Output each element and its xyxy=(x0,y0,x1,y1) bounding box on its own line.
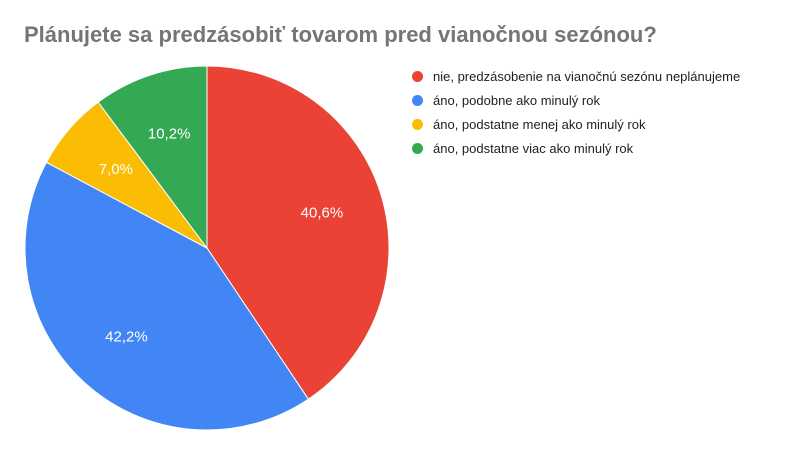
legend-marker xyxy=(412,70,423,82)
pie-slice[interactable] xyxy=(206,65,390,400)
pie-slice[interactable] xyxy=(24,161,310,431)
slice-value-label: 40,6% xyxy=(301,205,344,222)
slice-value-label: 10,2% xyxy=(148,125,191,142)
legend-marker xyxy=(412,118,423,130)
legend-item[interactable]: áno, podstatne menej ako minulý rok xyxy=(412,112,740,136)
legend-marker xyxy=(412,142,423,154)
legend-item[interactable]: nie, predzásobenie na vianočnú sezónu ne… xyxy=(412,64,740,88)
legend-label: áno, podstatne viac ako minulý rok xyxy=(433,140,634,156)
legend-label: áno, podobne ako minulý rok xyxy=(433,92,600,108)
legend-item[interactable]: áno, podstatne viac ako minulý rok xyxy=(412,136,740,160)
legend: nie, predzásobenie na vianočnú sezónu ne… xyxy=(412,64,740,160)
legend-label: nie, predzásobenie na vianočnú sezónu ne… xyxy=(433,68,741,84)
chart-title: Plánujete sa predzásobiť tovarom pred vi… xyxy=(24,22,657,47)
legend-label: áno, podstatne menej ako minulý rok xyxy=(433,116,646,132)
slice-value-label: 7,0% xyxy=(99,161,133,178)
legend-marker xyxy=(412,94,423,106)
legend-item[interactable]: áno, podobne ako minulý rok xyxy=(412,88,740,112)
slice-value-label: 42,2% xyxy=(105,329,148,346)
pie-slice[interactable] xyxy=(97,65,208,250)
